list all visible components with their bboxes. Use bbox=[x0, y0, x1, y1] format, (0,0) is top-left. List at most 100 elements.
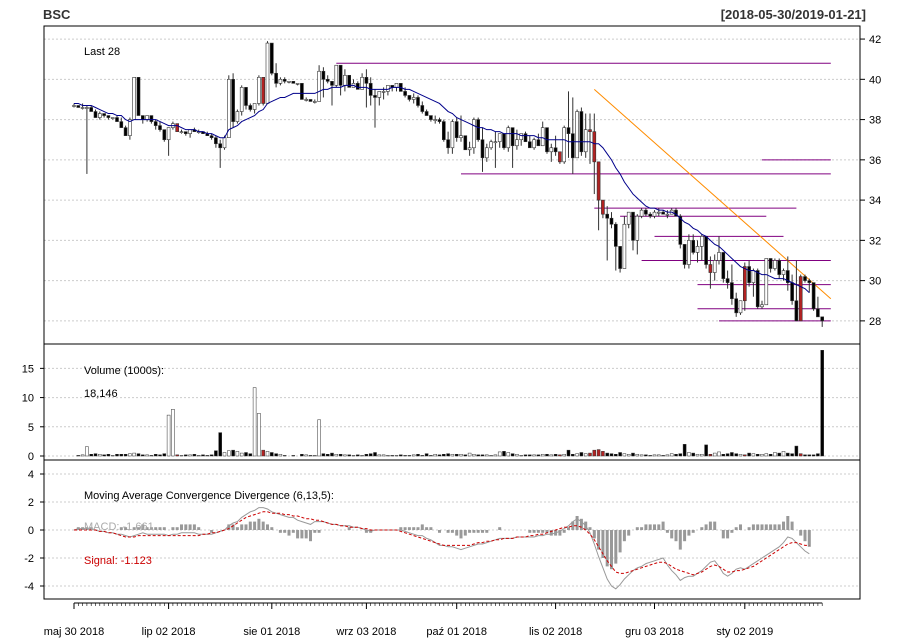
volume-bar bbox=[463, 454, 468, 457]
macd-histogram-bar bbox=[416, 527, 420, 530]
macd-histogram-bar bbox=[184, 524, 188, 530]
candle bbox=[188, 129, 192, 138]
volume-bar bbox=[480, 454, 485, 457]
candle bbox=[785, 256, 790, 291]
axis-tick-label: 32 bbox=[869, 235, 881, 247]
candle bbox=[106, 115, 111, 120]
macd-histogram-bar bbox=[149, 527, 153, 530]
candle bbox=[570, 97, 575, 174]
macd-histogram-bar bbox=[605, 530, 609, 567]
candle bbox=[317, 65, 321, 102]
candle-body bbox=[321, 70, 326, 80]
volume-bar bbox=[141, 454, 145, 457]
volume-bar bbox=[420, 455, 425, 457]
candle bbox=[549, 143, 554, 162]
candle-body bbox=[377, 91, 382, 98]
candle bbox=[717, 236, 721, 265]
macd-histogram-bar bbox=[119, 527, 123, 530]
candle-body bbox=[691, 240, 696, 253]
volume-bar bbox=[209, 454, 214, 457]
volume-bar bbox=[304, 454, 308, 457]
candle-body bbox=[721, 252, 726, 279]
candle bbox=[635, 214, 640, 255]
volume-bar bbox=[158, 454, 162, 457]
axis-tick-label: 36 bbox=[869, 155, 881, 167]
volume-bar bbox=[575, 453, 579, 457]
candle-body bbox=[661, 211, 665, 215]
candle-body bbox=[76, 105, 81, 108]
volume-bar bbox=[717, 451, 721, 457]
candle-body bbox=[381, 91, 386, 93]
macd-line bbox=[73, 507, 810, 590]
volume-bar bbox=[377, 454, 382, 457]
macd-histogram-bar bbox=[708, 521, 712, 530]
candle-body bbox=[519, 133, 524, 141]
candle-body bbox=[450, 121, 455, 149]
volume-bar bbox=[188, 454, 192, 457]
candle bbox=[648, 212, 653, 219]
candle-body bbox=[682, 244, 687, 265]
volume-bar bbox=[153, 453, 158, 457]
candle bbox=[209, 133, 214, 140]
volume-label: Volume (1000s): bbox=[84, 365, 164, 377]
volume-bar bbox=[816, 453, 820, 457]
volume-bar bbox=[252, 387, 257, 457]
candle bbox=[695, 240, 700, 263]
candle bbox=[252, 103, 257, 114]
volume-bar bbox=[102, 454, 106, 457]
volume-bar bbox=[123, 453, 128, 457]
macd-histogram-bar bbox=[726, 530, 730, 539]
candle-body bbox=[764, 258, 769, 306]
candle bbox=[274, 63, 278, 88]
volume-bar bbox=[596, 449, 601, 457]
macd-histogram-bar bbox=[296, 530, 300, 539]
macd-histogram-bar bbox=[270, 527, 274, 530]
candle bbox=[338, 64, 343, 96]
volume-bar bbox=[704, 444, 708, 457]
macd-histogram-bar bbox=[571, 521, 575, 530]
candle-body bbox=[798, 276, 803, 322]
volume-bar bbox=[614, 453, 618, 457]
x-tick-label: sie 01 2018 bbox=[243, 626, 300, 638]
candle-body bbox=[364, 77, 369, 84]
candle bbox=[158, 121, 162, 132]
volume-bar bbox=[777, 452, 781, 457]
candle-body bbox=[622, 223, 627, 269]
volume-bar bbox=[523, 454, 528, 457]
candle bbox=[325, 75, 330, 84]
candle-body bbox=[738, 300, 743, 314]
candle bbox=[175, 123, 179, 132]
volume-bar bbox=[145, 454, 149, 457]
volume-bar bbox=[149, 455, 154, 457]
axis-tick-label: 10 bbox=[22, 393, 34, 405]
candle bbox=[472, 117, 476, 154]
volume-bar bbox=[175, 454, 179, 457]
macd-histogram-bar bbox=[786, 516, 790, 530]
candle bbox=[480, 127, 485, 172]
candle-body bbox=[502, 133, 506, 149]
volume-bar bbox=[205, 455, 210, 457]
candle-body bbox=[80, 107, 85, 109]
volume-bar bbox=[734, 453, 738, 457]
macd-axis: -4 -2 0 2 4 bbox=[24, 469, 44, 593]
candle bbox=[231, 73, 235, 128]
volume-bar bbox=[399, 454, 403, 457]
candle-body bbox=[536, 139, 541, 147]
candle-body bbox=[162, 129, 167, 141]
candle-body bbox=[424, 111, 429, 116]
macd-histogram-bar bbox=[790, 521, 794, 530]
candle-body bbox=[85, 107, 89, 109]
candle-body bbox=[347, 74, 352, 88]
candle bbox=[790, 274, 794, 305]
candle-body bbox=[523, 133, 528, 143]
volume-bar bbox=[98, 453, 102, 457]
candle-body bbox=[510, 127, 515, 147]
macd-histogram-bar bbox=[558, 530, 562, 536]
volume-axis: 0 5 10 15 bbox=[22, 363, 44, 463]
candle bbox=[115, 115, 119, 122]
volume-bar bbox=[532, 454, 536, 457]
macd-lines bbox=[73, 507, 810, 590]
macd-histogram-bar bbox=[575, 516, 579, 530]
x-tick-label: paź 01 2018 bbox=[426, 626, 487, 638]
volume-bar bbox=[317, 419, 321, 457]
